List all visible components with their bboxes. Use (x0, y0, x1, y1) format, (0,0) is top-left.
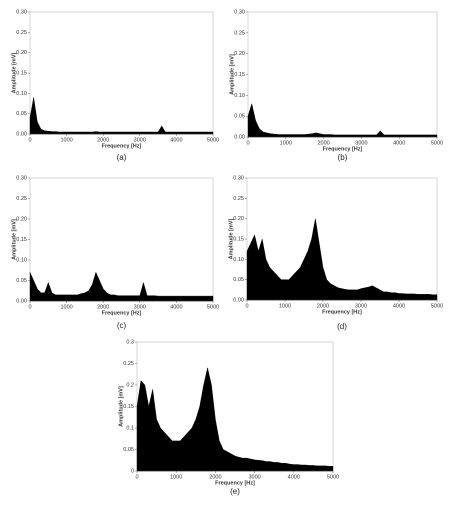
x-tick-label: 4000 (170, 304, 182, 310)
x-tick-label: 1000 (280, 140, 292, 146)
x-tick-label: 3000 (134, 304, 146, 310)
spectrum (136, 367, 334, 472)
x-tick-label: 5000 (207, 137, 219, 143)
x-tick-label: 0 (246, 140, 249, 146)
y-tick-label: 0.15 (234, 72, 245, 78)
y-tick-label: 0.25 (16, 196, 27, 202)
x-axis-label: Frequency [Hz] (322, 309, 362, 315)
y-tick-label: 0.20 (16, 50, 27, 56)
x-tick-label: 4000 (288, 474, 300, 480)
y-tick-label: 0.10 (233, 257, 244, 263)
x-tick-label: 5000 (327, 474, 339, 480)
y-tick-label: 0.25 (16, 30, 27, 36)
spectrum (247, 102, 438, 138)
y-tick-label: 0.05 (123, 447, 134, 453)
plot-frame (29, 177, 214, 302)
x-tick-label: 1000 (170, 474, 182, 480)
x-tick-label: 3000 (248, 474, 260, 480)
y-tick-label: 0.30 (16, 9, 27, 15)
x-tick-label: 2000 (97, 304, 109, 310)
y-axis-label: Amplitude [mV] (228, 219, 234, 260)
y-tick-label: 0.00 (16, 298, 27, 304)
x-tick-label: 4000 (393, 303, 405, 309)
y-tick-label: 0.30 (16, 175, 27, 181)
y-tick-label: 0.05 (16, 278, 27, 284)
spectrum (29, 97, 214, 135)
y-tick-label: 0.2 (126, 382, 134, 388)
panel-label: (e) (230, 487, 240, 496)
x-tick-label: 1000 (279, 303, 291, 309)
y-tick-label: 0.05 (233, 277, 244, 283)
x-tick-label: 0 (28, 304, 31, 310)
y-tick-label: 0.10 (16, 257, 27, 263)
plot-frame (247, 11, 438, 138)
x-axis-label: Frequency [Hz] (323, 146, 363, 152)
y-tick-label: 0.00 (16, 131, 27, 137)
x-tick-label: 1000 (60, 137, 72, 143)
y-tick-label: 0.30 (233, 175, 244, 181)
y-tick-label: 0.00 (233, 297, 244, 303)
panel-label: (b) (338, 153, 348, 162)
y-axis-label: Amplitude [mV] (229, 54, 235, 95)
plot-frame (29, 11, 214, 135)
x-tick-label: 2000 (317, 140, 329, 146)
y-axis-label: Amplitude [mV] (11, 53, 17, 94)
panel-label: (d) (337, 322, 347, 331)
y-tick-label: 0.25 (233, 196, 244, 202)
x-tick-label: 5000 (207, 304, 219, 310)
y-tick-label: 0.25 (123, 361, 134, 367)
y-tick-label: 0.1 (126, 425, 134, 431)
y-tick-label: 0.05 (234, 114, 245, 120)
x-tick-label: 2000 (97, 137, 109, 143)
y-tick-label: 0.20 (233, 216, 244, 222)
y-tick-label: 0.15 (123, 404, 134, 410)
y-tick-label: 0.15 (16, 237, 27, 243)
x-axis-label: Frequency [Hz] (102, 310, 142, 316)
y-tick-label: 0.10 (234, 93, 245, 99)
y-tick-label: 0.15 (16, 70, 27, 76)
panel-label: (c) (117, 321, 127, 330)
x-tick-label: 0 (245, 303, 248, 309)
y-tick-label: 0.3 (126, 339, 134, 345)
y-tick-label: 0.25 (234, 30, 245, 36)
x-tick-label: 3000 (355, 140, 367, 146)
y-tick-label: 0.20 (234, 51, 245, 57)
x-tick-label: 4000 (393, 140, 405, 146)
x-axis-label: Frequency [Hz] (215, 480, 255, 486)
y-tick-label: 0.15 (233, 236, 244, 242)
x-tick-label: 0 (135, 474, 138, 480)
x-tick-label: 5000 (431, 303, 443, 309)
y-axis-label: Amplitude [mV] (118, 386, 124, 427)
y-tick-label: 0 (131, 468, 134, 474)
x-tick-label: 2000 (317, 303, 329, 309)
y-axis-label: Amplitude [mV] (11, 219, 17, 260)
x-axis-label: Frequency [Hz] (102, 143, 142, 149)
panel-label: (a) (117, 153, 127, 162)
x-tick-label: 1000 (60, 304, 72, 310)
x-tick-label: 3000 (134, 137, 146, 143)
spectrum (29, 271, 214, 302)
spectrum (246, 218, 438, 301)
x-tick-label: 0 (28, 137, 31, 143)
x-tick-label: 2000 (209, 474, 221, 480)
x-tick-label: 4000 (170, 137, 182, 143)
x-tick-label: 3000 (355, 303, 367, 309)
x-tick-label: 5000 (431, 140, 443, 146)
y-tick-label: 0.30 (234, 9, 245, 15)
y-tick-label: 0.10 (16, 91, 27, 97)
y-tick-label: 0.00 (234, 134, 245, 140)
y-tick-label: 0.05 (16, 111, 27, 117)
y-tick-label: 0.20 (16, 216, 27, 222)
